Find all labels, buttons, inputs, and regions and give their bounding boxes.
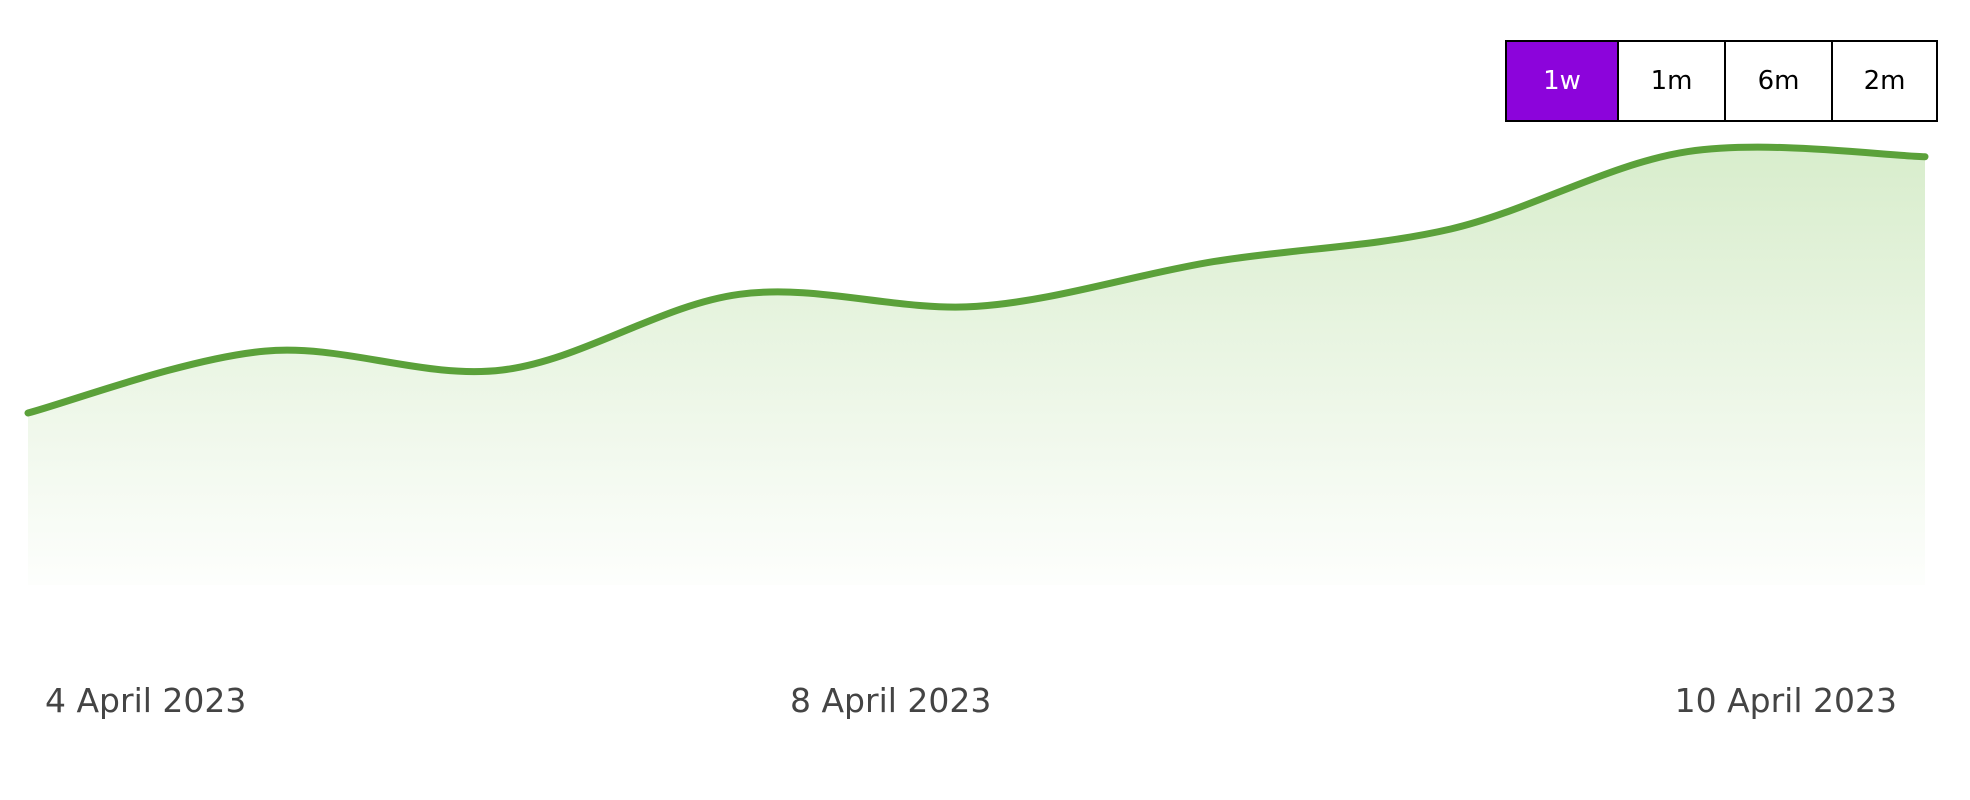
x-tick-label: 8 April 2023 xyxy=(790,681,991,720)
x-tick-label: 10 April 2023 xyxy=(1675,681,1897,720)
range-2m-button[interactable]: 2m xyxy=(1831,42,1936,120)
range-1m-button[interactable]: 1m xyxy=(1617,42,1724,120)
area-fill xyxy=(28,147,1925,585)
x-tick-label: 4 April 2023 xyxy=(45,681,246,720)
series-line xyxy=(24,143,1929,417)
range-6m-button[interactable]: 6m xyxy=(1724,42,1831,120)
range-1w-button[interactable]: 1w xyxy=(1507,42,1617,120)
time-range-selector: 1w 1m 6m 2m xyxy=(1505,40,1938,122)
